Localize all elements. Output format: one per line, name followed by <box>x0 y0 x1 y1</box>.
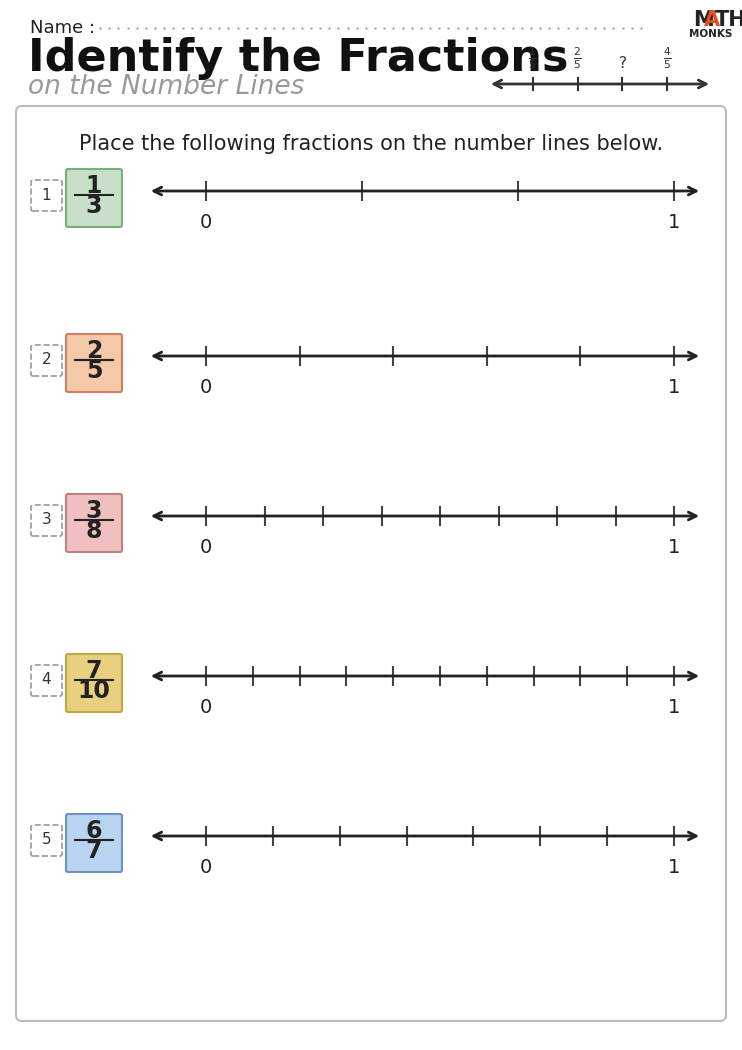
Text: 2: 2 <box>86 339 102 363</box>
Text: Place the following fractions on the number lines below.: Place the following fractions on the num… <box>79 134 663 154</box>
Text: 10: 10 <box>78 679 111 704</box>
FancyBboxPatch shape <box>66 169 122 227</box>
Text: 3: 3 <box>42 512 51 527</box>
Text: 0: 0 <box>200 698 212 717</box>
Text: 0: 0 <box>200 858 212 877</box>
Text: 0: 0 <box>200 378 212 397</box>
Text: Name :: Name : <box>30 19 101 37</box>
Text: 8: 8 <box>86 519 102 543</box>
FancyBboxPatch shape <box>16 106 726 1021</box>
Text: 1: 1 <box>668 378 680 397</box>
Text: 1: 1 <box>668 858 680 877</box>
Text: 7: 7 <box>86 839 102 863</box>
Text: 1: 1 <box>42 188 51 203</box>
FancyBboxPatch shape <box>66 814 122 871</box>
Text: 4: 4 <box>42 672 51 688</box>
Text: 5: 5 <box>42 833 51 847</box>
Text: 0: 0 <box>200 213 212 232</box>
Text: Identify the Fractions: Identify the Fractions <box>28 37 568 80</box>
Text: $\frac{2}{5}$: $\frac{2}{5}$ <box>574 45 582 71</box>
FancyBboxPatch shape <box>31 505 62 536</box>
Text: $\frac{4}{5}$: $\frac{4}{5}$ <box>663 45 672 71</box>
Text: M: M <box>693 10 714 30</box>
FancyBboxPatch shape <box>31 665 62 696</box>
Text: 5: 5 <box>86 359 102 383</box>
Text: 7: 7 <box>86 659 102 682</box>
Text: 3: 3 <box>86 194 102 218</box>
Text: $?$: $?$ <box>618 55 627 71</box>
Text: on the Number Lines: on the Number Lines <box>28 74 304 100</box>
FancyBboxPatch shape <box>66 494 122 552</box>
Text: 3: 3 <box>86 499 102 523</box>
Text: 1: 1 <box>668 698 680 717</box>
Text: 1: 1 <box>668 213 680 232</box>
Text: TH: TH <box>715 10 742 30</box>
FancyBboxPatch shape <box>31 825 62 856</box>
Text: 1: 1 <box>668 538 680 556</box>
Text: 6: 6 <box>86 819 102 843</box>
FancyBboxPatch shape <box>66 654 122 712</box>
FancyBboxPatch shape <box>66 334 122 392</box>
Text: $\frac{1}{5}$: $\frac{1}{5}$ <box>528 45 537 71</box>
Text: 2: 2 <box>42 353 51 367</box>
Text: A: A <box>704 10 720 30</box>
Text: 1: 1 <box>86 174 102 198</box>
FancyBboxPatch shape <box>31 345 62 376</box>
Text: MONKS: MONKS <box>689 29 732 39</box>
FancyBboxPatch shape <box>31 180 62 211</box>
Text: 0: 0 <box>200 538 212 556</box>
